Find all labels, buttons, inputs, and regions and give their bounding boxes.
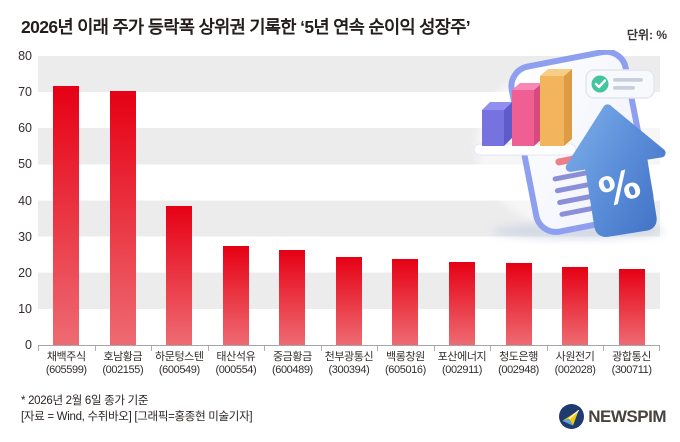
bar-포산에너지 [448,262,475,345]
axis-tick [603,346,605,351]
x-label: 청도은행 (002948) [498,351,539,376]
y-axis: 80 70 60 50 40 30 20 10 0 [0,0,32,442]
page-title: 2026년 이래 주가 등락폭 상위권 기록한 ‘5년 연속 순이익 성장주’ [21,17,471,37]
newspim-logo-text: NEWSPIM [588,406,666,426]
axis-tick [433,346,435,351]
x-label: 채백주식 (605599) [45,351,87,376]
bar-태산석유 [222,246,249,345]
newspim-logo-icon [559,404,585,429]
axis-tick [94,346,96,351]
axis-tick [659,346,660,351]
x-label: 백롱창원 (605016) [385,351,426,376]
bar-호남황금 [109,90,136,345]
y-tick-label: 10 [18,301,32,316]
bar-채백주식 [53,85,80,345]
bar-slot [434,56,490,345]
axis-tick [546,346,548,351]
plot-area [38,56,660,345]
x-label: 사원전기 (002028) [554,351,596,376]
y-tick-label: 20 [18,265,32,280]
y-tick-label: 0 [25,338,32,352]
x-label: 포산에너지 (002911) [437,351,487,376]
bar-slot [604,56,660,345]
bar-slot [547,56,603,345]
y-tick-label: 40 [18,193,32,208]
bar-백롱창원 [392,258,419,345]
x-label: 하문텅스텐 (600549) [155,351,204,376]
bar-series [38,56,660,345]
bar-slot [491,56,547,345]
axis-tick [264,346,266,351]
axis-tick [320,346,322,351]
axis-tick [151,346,153,351]
bar-slot [208,56,264,345]
y-tick-label: 30 [18,229,32,244]
x-label: 중금황금 (600489) [271,351,313,376]
bar-slot [264,56,320,345]
axis-tick [377,346,379,351]
bar-하문텅스텐 [166,206,193,345]
bar-중금황금 [279,250,306,345]
x-label: 태산석유 (000554) [215,351,257,376]
x-label: 광합통신 (300711) [611,351,652,376]
y-tick-label: 60 [18,121,32,136]
x-axis-line [38,345,660,352]
bar-청도은행 [505,262,532,345]
bar-사원전기 [562,266,589,345]
footnote-date: * 2026년 2월 6일 종가 기준 [21,395,149,407]
x-label: 호남황금 (002155) [102,351,144,376]
bar-천부광통신 [335,256,362,345]
y-tick-label: 80 [18,49,32,63]
footnote-source: [자료 = Wind, 수쥐바오] [그래픽=홍종현 미술기자] [21,411,253,423]
bar-slot [95,56,151,345]
bar-slot [377,56,433,345]
newspim-logo: NEWSPIM [559,404,666,429]
y-tick-label: 50 [18,157,32,172]
bar-slot [38,56,94,345]
bar-광합통신 [618,268,645,345]
unit-label: 단위: % [626,28,667,42]
bar-slot [151,56,207,345]
y-tick-label: 70 [18,85,32,100]
axis-tick [490,346,492,351]
axis-tick [207,346,209,351]
x-label: 천부광통신 (300394) [324,351,374,376]
bar-slot [321,56,377,345]
axis-tick [38,346,39,351]
x-axis-labels: 채백주식 (605599) 호남황금 (002155) 하문텅스텐 (600549) 태산석… [38,351,660,377]
